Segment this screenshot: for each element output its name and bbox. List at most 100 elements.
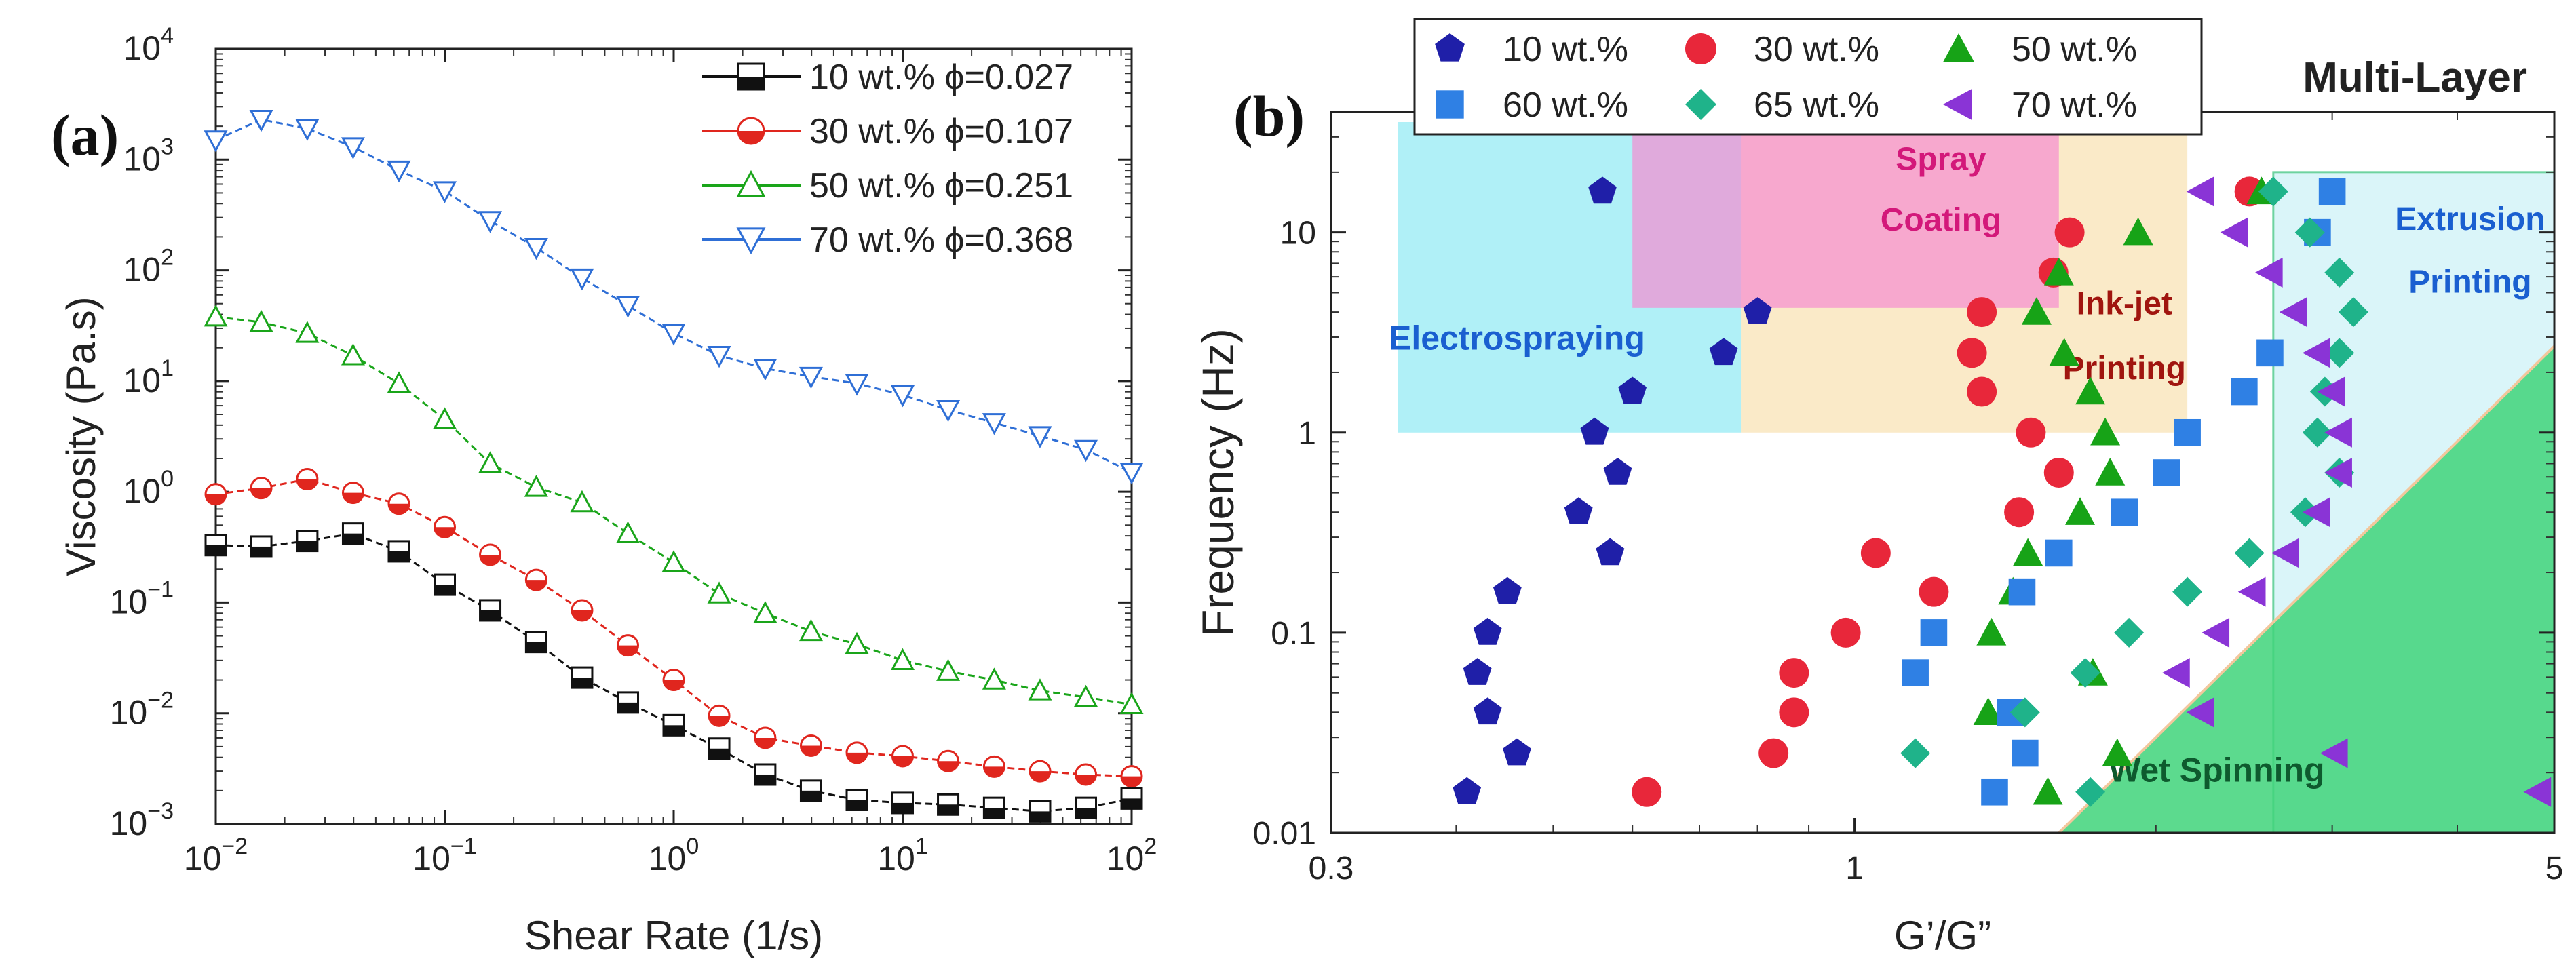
x-tick-exponent: −2 xyxy=(221,834,248,859)
data-point xyxy=(2279,297,2307,328)
data-point xyxy=(2033,777,2063,805)
data-point xyxy=(571,666,594,689)
data-point xyxy=(1028,426,1052,448)
data-point xyxy=(249,109,273,132)
x-tick-label: 0.3 xyxy=(1309,850,1354,886)
data-point xyxy=(204,305,228,327)
legend: 10 wt.% ϕ=0.027 30 wt.% ϕ=0.107 50 wt.% ϕ=… xyxy=(702,58,1073,260)
data-point xyxy=(1973,697,2003,726)
data-point xyxy=(982,667,1006,690)
data-point xyxy=(891,791,914,815)
data-point-fill xyxy=(1075,774,1096,785)
data-point xyxy=(1580,417,1609,445)
region-label-inkjet-printing: Printing xyxy=(2063,351,2186,387)
data-point xyxy=(1976,617,2007,646)
data-point xyxy=(1503,738,1531,766)
data-point xyxy=(2075,777,2106,807)
data-point xyxy=(708,704,731,727)
data-point xyxy=(2114,617,2145,648)
data-point xyxy=(2256,339,2284,367)
data-point xyxy=(936,659,961,681)
panel-b: (b) Multi-Layer Electrospraying Spray Coatin… xyxy=(1193,18,2564,958)
legend-entry: 30 wt.% xyxy=(1754,30,1879,69)
data-point xyxy=(1119,692,1144,715)
legend-entry: 70 wt.% xyxy=(2012,85,2137,125)
x-tick-label: 1 xyxy=(1845,850,1864,886)
data-point xyxy=(387,160,411,183)
data-point xyxy=(524,568,547,591)
data-point xyxy=(2258,176,2288,207)
data-point xyxy=(2075,376,2106,405)
data-point xyxy=(2317,376,2345,407)
data-point xyxy=(1028,678,1052,701)
data-point xyxy=(1603,458,1632,485)
data-point xyxy=(2231,378,2258,406)
data-point-fill xyxy=(480,554,501,565)
data-point xyxy=(1957,338,1987,368)
y-tick-label: 104 xyxy=(123,23,174,67)
data-point xyxy=(1463,658,1492,685)
y-tick-label: 100 xyxy=(123,466,174,510)
data-point xyxy=(1860,538,1891,568)
data-point-fill xyxy=(389,503,410,514)
series-1 xyxy=(1632,176,2265,807)
data-point xyxy=(617,691,640,714)
data-point xyxy=(2162,658,2190,688)
data-point xyxy=(2043,457,2074,488)
data-point xyxy=(2202,617,2230,648)
y-tick-label: 10−2 xyxy=(110,688,174,732)
series-0 xyxy=(204,522,1143,823)
x-tick-label: 5 xyxy=(2545,850,2564,886)
data-point xyxy=(799,619,823,642)
legend-marker xyxy=(1436,90,1464,119)
data-point-fill xyxy=(984,766,1005,777)
data-point xyxy=(341,482,364,505)
data-point xyxy=(707,345,731,368)
legend-entry: 65 wt.% xyxy=(1754,85,1879,125)
legend-marker xyxy=(736,170,766,197)
data-point xyxy=(387,371,411,393)
data-point-fill xyxy=(434,527,455,538)
data-point xyxy=(341,137,365,159)
legend-entry: 60 wt.% xyxy=(1503,85,1628,125)
data-point-fill xyxy=(709,716,730,726)
x-tick-exponent: 2 xyxy=(1144,834,1157,859)
data-point xyxy=(1709,338,1738,366)
panel-b-label: (b) xyxy=(1233,83,1305,149)
data-point-fill xyxy=(892,756,913,766)
region-label-extrusion: Extrusion xyxy=(2395,201,2545,237)
data-point xyxy=(2186,697,2214,728)
y-tick-label: 10−1 xyxy=(110,576,174,621)
data-point xyxy=(2012,739,2039,767)
legend-entry: 50 wt.% xyxy=(2012,30,2137,69)
data-point xyxy=(432,181,457,203)
data-point xyxy=(753,359,777,381)
data-point xyxy=(937,749,960,772)
data-point-fill xyxy=(206,494,226,505)
data-point xyxy=(2302,417,2332,448)
data-point xyxy=(2043,257,2074,286)
y-tick-exponent: −3 xyxy=(147,798,174,824)
data-point xyxy=(1830,617,1861,648)
y-axis-label: Viscosity (Pa.s) xyxy=(58,296,104,576)
data-point xyxy=(615,296,640,318)
data-point-fill xyxy=(664,725,684,736)
data-point xyxy=(2302,338,2330,368)
data-point xyxy=(1473,697,1502,725)
y-tick-exponent: −1 xyxy=(147,576,174,602)
data-point-fill xyxy=(709,748,730,759)
y-tick-label: 0.01 xyxy=(1253,816,1316,852)
data-point xyxy=(478,451,503,473)
data-point xyxy=(341,343,365,366)
data-point xyxy=(2271,538,2299,568)
data-point-fill xyxy=(754,774,775,785)
data-point xyxy=(2324,457,2352,488)
data-point xyxy=(1075,763,1098,786)
x-tick-exponent: −1 xyxy=(450,834,477,859)
series-2 xyxy=(204,305,1144,715)
data-point xyxy=(387,540,410,563)
data-point xyxy=(1758,738,1789,768)
data-point xyxy=(754,726,777,749)
y-tick-exponent: 4 xyxy=(161,23,174,49)
